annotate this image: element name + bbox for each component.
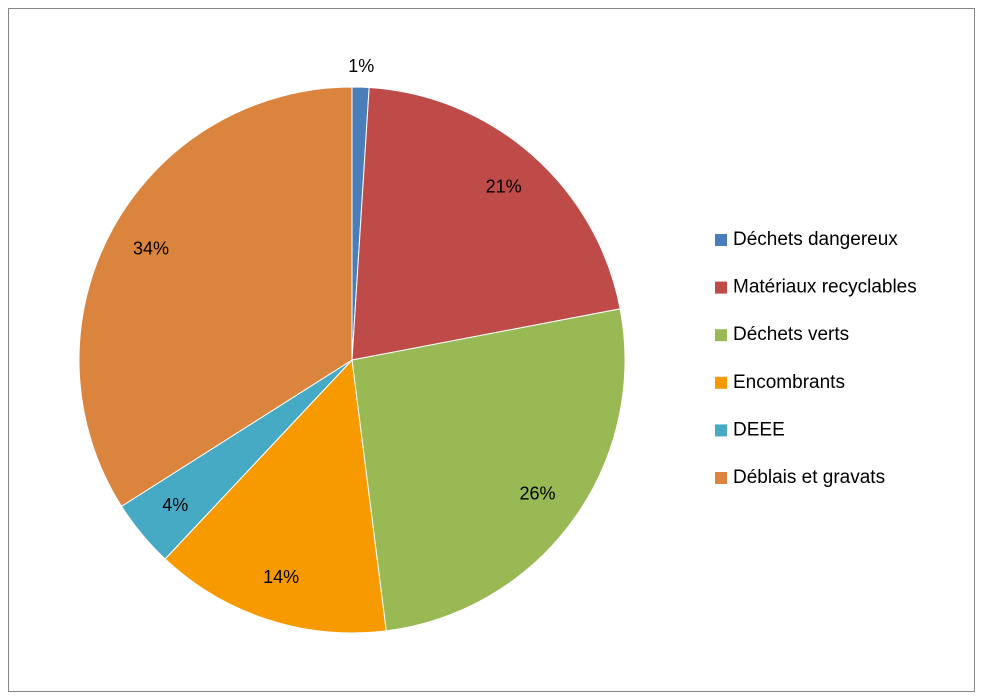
legend-label: Déchets verts <box>733 324 849 345</box>
legend-swatch <box>715 424 727 437</box>
legend-label: Encombrants <box>733 372 845 393</box>
legend-label: DEEE <box>733 419 785 440</box>
legend-label: Matériaux recyclables <box>733 277 917 298</box>
pie-slice <box>78 86 353 507</box>
data-label: 21% <box>486 177 522 197</box>
data-label: 14% <box>263 567 299 587</box>
data-label: 26% <box>520 484 556 504</box>
pie-slice <box>351 308 626 632</box>
data-label: 1% <box>348 56 374 76</box>
legend-swatch <box>715 376 727 389</box>
pie-slice <box>351 87 621 361</box>
legend-label: Déblais et gravats <box>733 467 885 488</box>
legend-swatch <box>715 281 727 294</box>
data-label: 34% <box>133 238 169 258</box>
legend-swatch <box>715 472 727 484</box>
pie-slice <box>164 358 387 634</box>
legend-swatch <box>715 329 727 342</box>
data-label: 4% <box>162 495 188 515</box>
legend-swatch <box>715 234 727 246</box>
legend-label: Déchets dangereux <box>733 229 898 250</box>
